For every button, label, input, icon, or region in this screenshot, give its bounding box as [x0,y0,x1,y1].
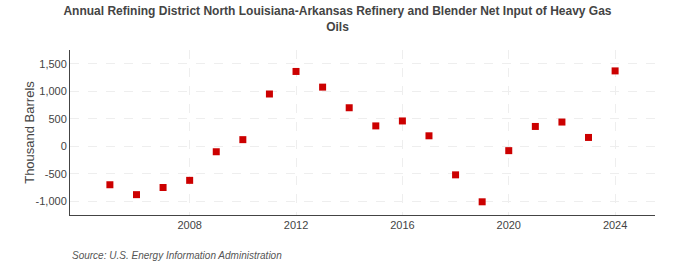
svg-text:Source: U.S. Energy Informatio: Source: U.S. Energy Information Administ… [72,250,282,261]
svg-text:-1,000: -1,000 [36,195,67,207]
svg-text:2020: 2020 [497,219,521,231]
svg-text:2024: 2024 [603,219,627,231]
svg-text:0: 0 [61,140,67,152]
svg-text:1,000: 1,000 [39,85,67,97]
svg-text:2016: 2016 [390,219,414,231]
svg-text:Annual Refining District North: Annual Refining District North Louisiana… [63,4,611,34]
svg-text:Thousand Barrels: Thousand Barrels [22,81,37,184]
svg-text:-500: -500 [45,168,67,180]
svg-text:2008: 2008 [177,219,201,231]
svg-text:2012: 2012 [284,219,308,231]
svg-text:500: 500 [48,113,66,125]
svg-text:1,500: 1,500 [39,58,67,70]
